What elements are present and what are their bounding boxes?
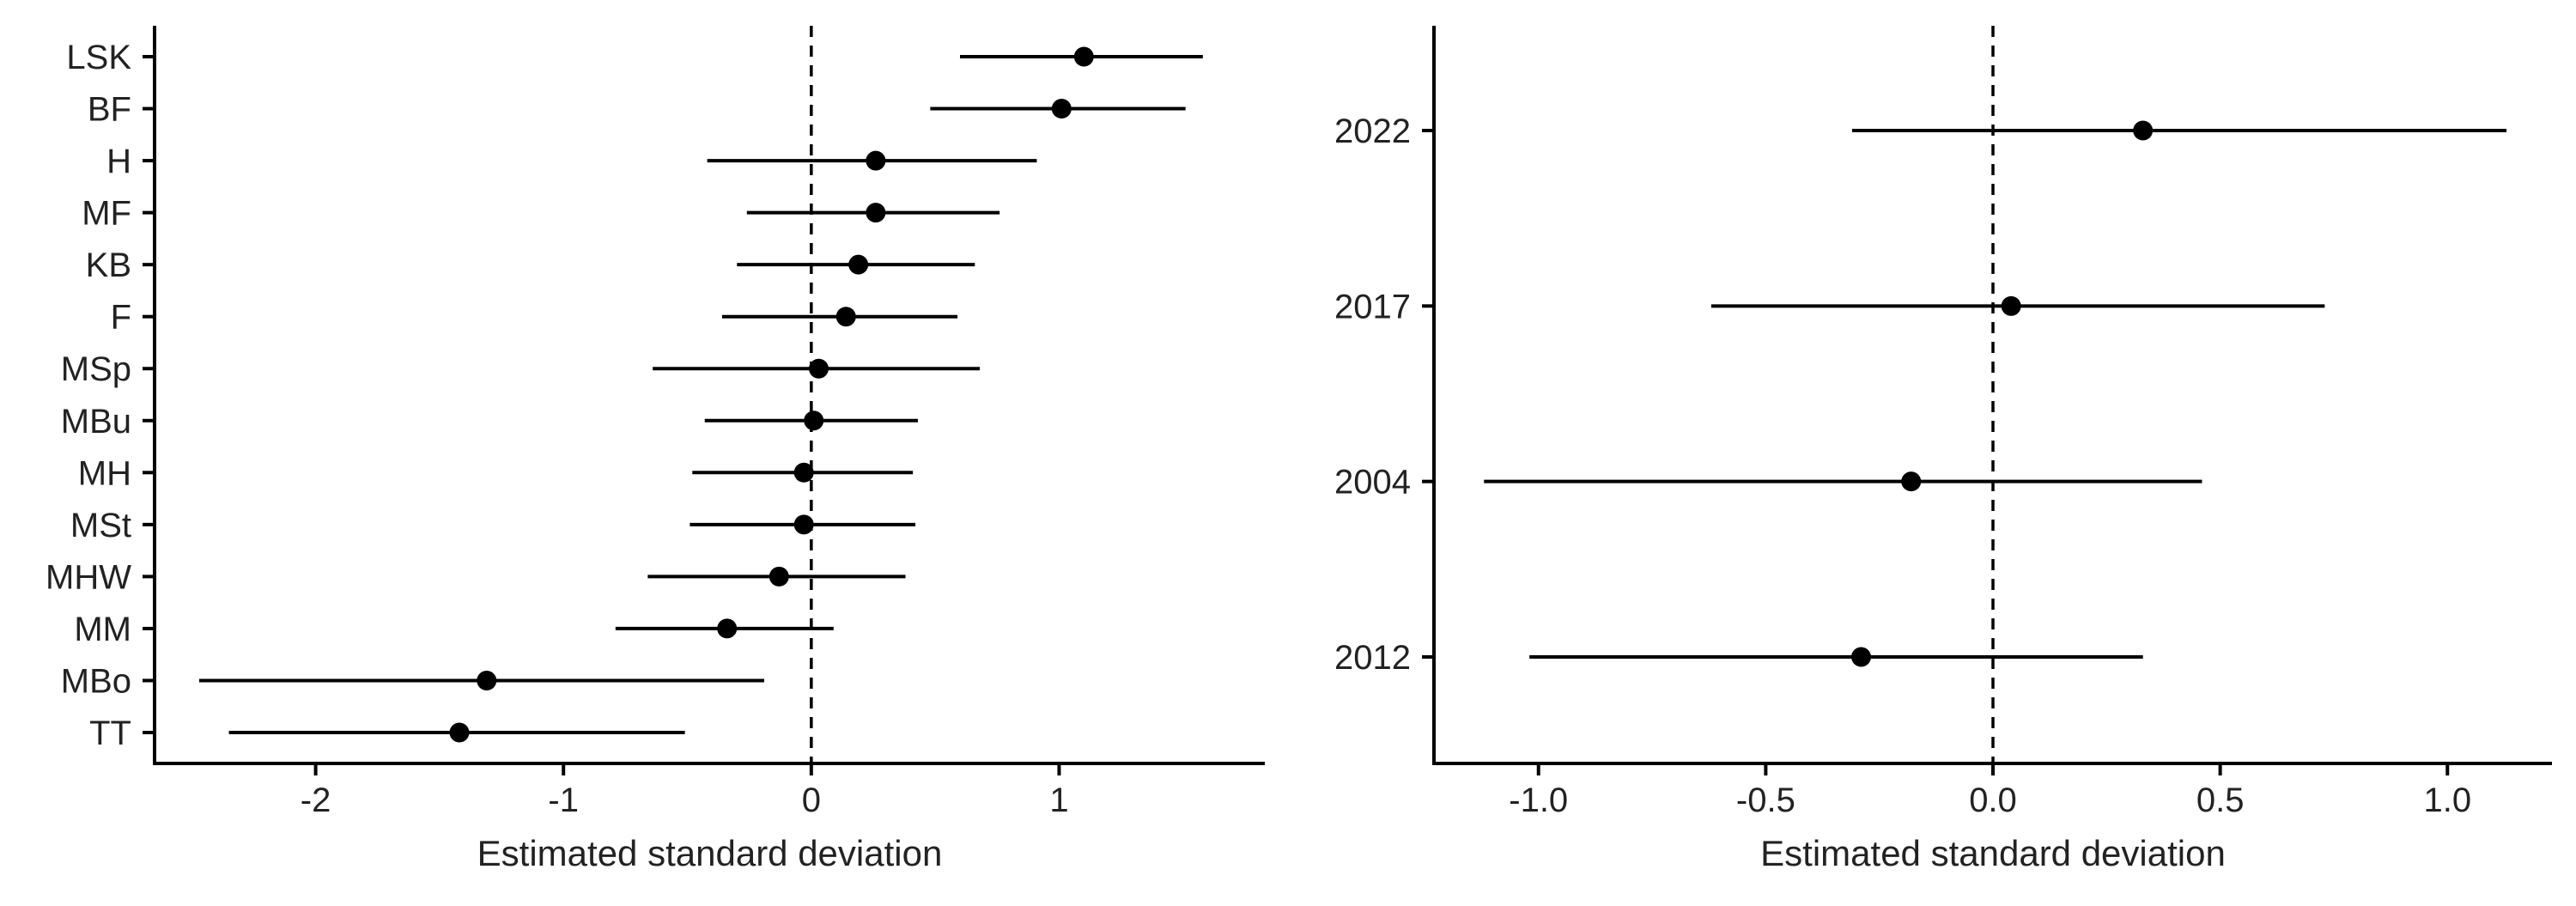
x-tick-label: 0.0 [1969, 781, 2017, 819]
y-tick-label: 2012 [1334, 639, 1411, 677]
estimate-point-2004 [1901, 471, 1922, 492]
panel-1: -2 -1 0 1 Estimated standard deviation LSK BF H… [46, 26, 1265, 873]
estimate-point-2022 [2133, 120, 2154, 141]
x-tick-label: -0.5 [1736, 781, 1795, 819]
estimate-point-MF [866, 203, 886, 223]
y-tick-label: TT [89, 714, 131, 752]
estimate-point-2012 [1851, 647, 1872, 667]
y-tick-label: MH [78, 454, 131, 492]
estimate-point-KB [848, 254, 869, 275]
y-tick-label: 2022 [1334, 112, 1411, 150]
estimate-point-BF [1051, 99, 1072, 119]
x-axis-title: Estimated standard deviation [1760, 833, 2226, 873]
y-tick-label: MM [74, 611, 131, 648]
x-tick-label: 0 [802, 781, 821, 819]
x-tick-label: -1.0 [1509, 781, 1568, 819]
y-tick-label: MHW [46, 558, 131, 596]
y-tick-label: LSK [66, 39, 131, 76]
y-tick-label: MSt [70, 507, 131, 544]
estimate-point-MH [793, 462, 814, 483]
estimate-point-F [835, 307, 856, 327]
estimate-point-MM [717, 618, 738, 639]
estimate-point-MHW [769, 566, 789, 587]
y-tick-label: KB [86, 246, 131, 284]
estimate-point-MSp [808, 358, 829, 379]
x-axis-title: Estimated standard deviation [477, 833, 943, 873]
y-tick-label: F [111, 299, 131, 337]
x-tick-label: 1.0 [2423, 781, 2471, 819]
x-tick-label: 0.5 [2196, 781, 2245, 819]
panel-2: -1.0 -0.5 0.0 0.5 1.0 Estimated standard devi… [1334, 26, 2552, 873]
estimate-point-H [866, 150, 886, 171]
x-tick-label: 1 [1049, 781, 1068, 819]
estimate-point-TT [449, 722, 470, 743]
estimate-point-MBu [804, 410, 824, 431]
y-tick-label: MF [82, 195, 131, 233]
estimate-point-LSK [1073, 46, 1094, 67]
estimate-point-MSt [793, 514, 814, 535]
y-tick-label: BF [88, 91, 131, 129]
y-tick-label: MBu [61, 403, 131, 441]
y-tick-label: MSp [61, 350, 131, 388]
estimate-point-2017 [2001, 295, 2021, 316]
estimate-point-MBo [477, 670, 497, 690]
x-tick-label: -1 [548, 781, 579, 819]
x-tick-label: -2 [301, 781, 331, 819]
y-tick-label: 2004 [1334, 464, 1411, 502]
y-tick-label: 2017 [1334, 288, 1411, 325]
y-tick-label: MBo [61, 662, 131, 700]
y-tick-label: H [106, 143, 131, 180]
